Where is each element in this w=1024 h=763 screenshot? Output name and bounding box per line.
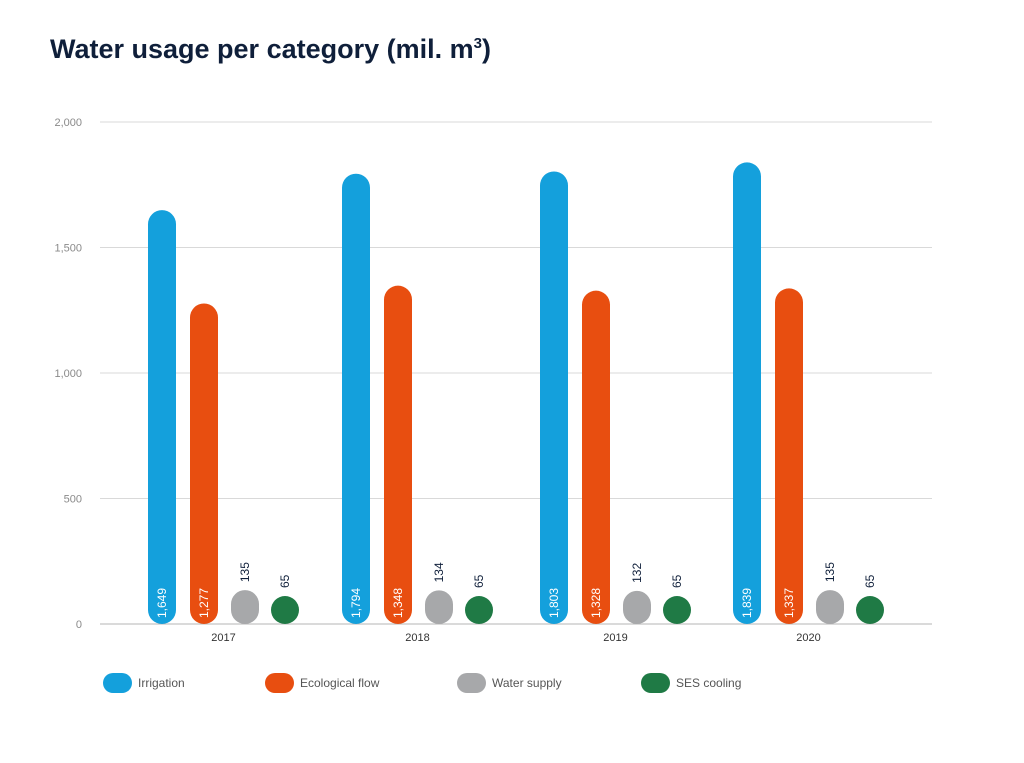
bar-irrigation	[540, 171, 568, 624]
x-tick-label: 2018	[405, 632, 429, 644]
y-tick-label: 500	[64, 494, 82, 506]
data-label: 65	[278, 574, 292, 588]
data-label: 1,348	[391, 588, 405, 618]
data-label: 1,337	[782, 588, 796, 618]
legend-swatch	[457, 673, 486, 693]
legend-swatch	[103, 673, 132, 693]
x-tick-label: 2017	[211, 632, 235, 644]
legend-swatch	[265, 673, 294, 693]
x-tick-label: 2020	[796, 632, 820, 644]
legend-label: Water supply	[492, 676, 562, 690]
y-tick-label: 1,500	[54, 243, 82, 255]
bar-water-supply	[816, 590, 844, 624]
bar-water-supply	[425, 590, 453, 624]
bar-irrigation	[342, 173, 370, 624]
data-label: 135	[823, 562, 837, 582]
bar-ses-cooling	[271, 596, 299, 624]
data-label: 1,803	[547, 588, 561, 618]
legend-label: Irrigation	[138, 676, 185, 690]
bar-irrigation	[148, 210, 176, 624]
bar-ses-cooling	[465, 596, 493, 624]
legend-label: Ecological flow	[300, 676, 380, 690]
data-label: 65	[670, 574, 684, 588]
bar-ecological-flow	[190, 303, 218, 624]
bar-ecological-flow	[384, 285, 412, 624]
bar-ecological-flow	[775, 288, 803, 624]
y-tick-label: 0	[76, 619, 82, 631]
data-label: 1,328	[589, 588, 603, 618]
bar-ses-cooling	[663, 596, 691, 624]
x-tick-label: 2019	[603, 632, 627, 644]
y-tick-label: 1,000	[54, 368, 82, 380]
data-label: 1,839	[740, 588, 754, 618]
bar-water-supply	[231, 590, 259, 624]
bar-irrigation	[733, 162, 761, 624]
data-label: 132	[630, 563, 644, 583]
bar-water-supply	[623, 590, 651, 624]
bar-ses-cooling	[856, 596, 884, 624]
data-label: 1,277	[197, 588, 211, 618]
y-tick-label: 2,000	[54, 117, 82, 129]
data-label: 65	[472, 574, 486, 588]
data-label: 135	[238, 562, 252, 582]
data-label: 65	[863, 574, 877, 588]
data-label: 1,649	[155, 588, 169, 618]
data-label: 1,794	[349, 588, 363, 618]
chart-title: Water usage per category (mil. m3)	[50, 34, 491, 64]
legend-label: SES cooling	[676, 676, 741, 690]
legend-swatch	[641, 673, 670, 693]
bar-ecological-flow	[582, 290, 610, 624]
data-label: 134	[432, 562, 446, 582]
